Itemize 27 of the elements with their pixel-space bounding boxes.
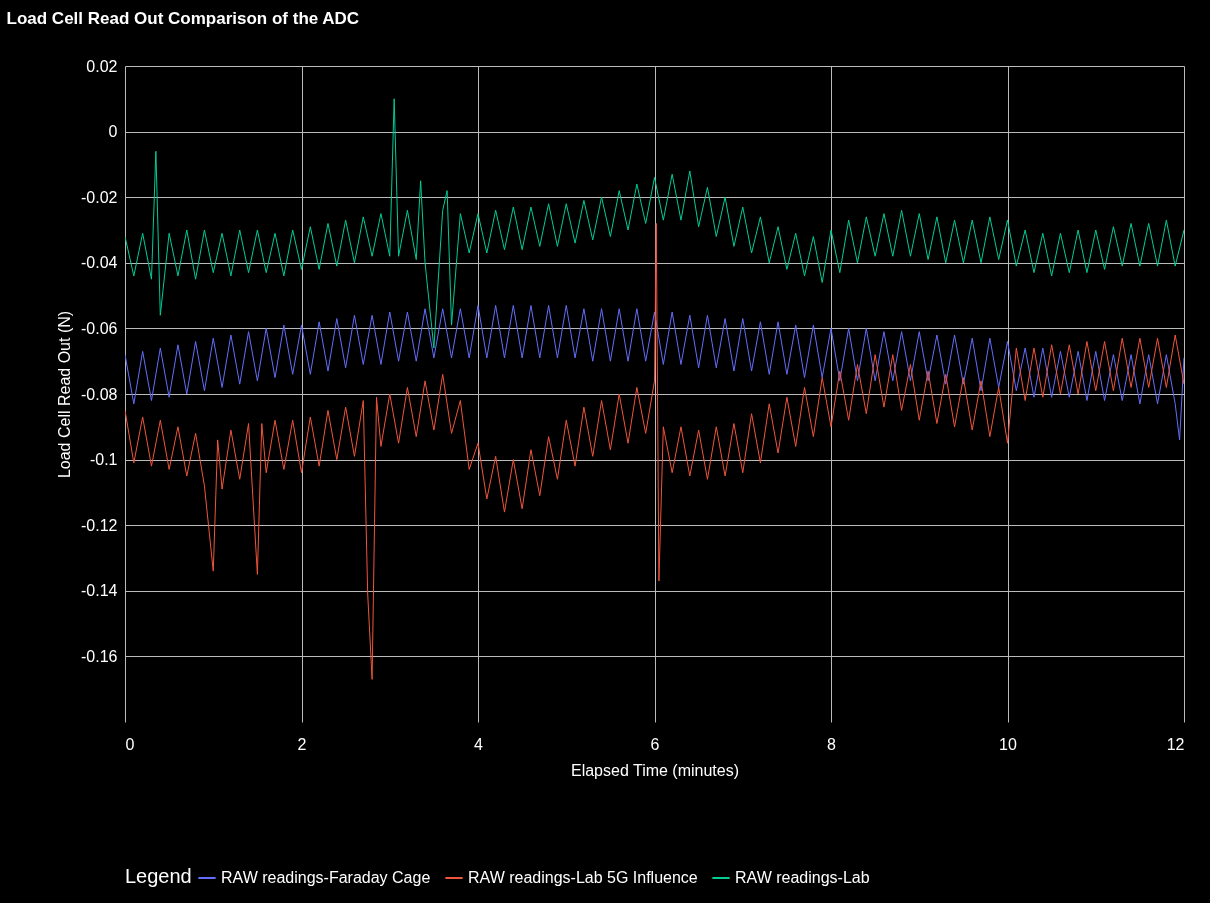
x-tick-label: 4 (474, 735, 484, 753)
y-tick-label: -0.08 (81, 385, 118, 403)
y-tick-label: -0.1 (89, 451, 118, 469)
x-tick-label: 10 (999, 735, 1017, 753)
y-tick-label: 0.02 (86, 57, 118, 75)
y-tick-label: -0.06 (81, 319, 118, 337)
x-tick-label: 12 (1166, 735, 1185, 753)
legend-label: RAW readings-Lab (735, 869, 870, 886)
x-tick-label: 6 (650, 735, 660, 753)
line-series (125, 304, 1184, 441)
y-axis-title: Load Cell Read Out (N) (56, 310, 74, 479)
line-series (125, 98, 1184, 349)
legend-label: RAW readings-Faraday Cage (221, 869, 431, 886)
x-tick-label: 0 (125, 735, 135, 753)
legend-title: Legend (125, 865, 192, 887)
chart-title: Load Cell Read Out Comparison of the ADC (6, 9, 360, 28)
x-axis-title: Elapsed Time (minutes) (570, 761, 740, 779)
line-series (125, 222, 1184, 680)
x-tick-label: 8 (827, 735, 837, 753)
y-tick-label: -0.02 (81, 188, 118, 206)
y-tick-label: -0.12 (81, 516, 118, 534)
x-tick-label: 2 (297, 735, 307, 753)
y-tick-label: -0.14 (81, 582, 118, 600)
y-tick-label: -0.16 (81, 647, 118, 665)
legend-label: RAW readings-Lab 5G Influence (468, 869, 698, 886)
y-tick-label: -0.04 (81, 254, 118, 272)
y-tick-label: 0 (108, 123, 118, 141)
